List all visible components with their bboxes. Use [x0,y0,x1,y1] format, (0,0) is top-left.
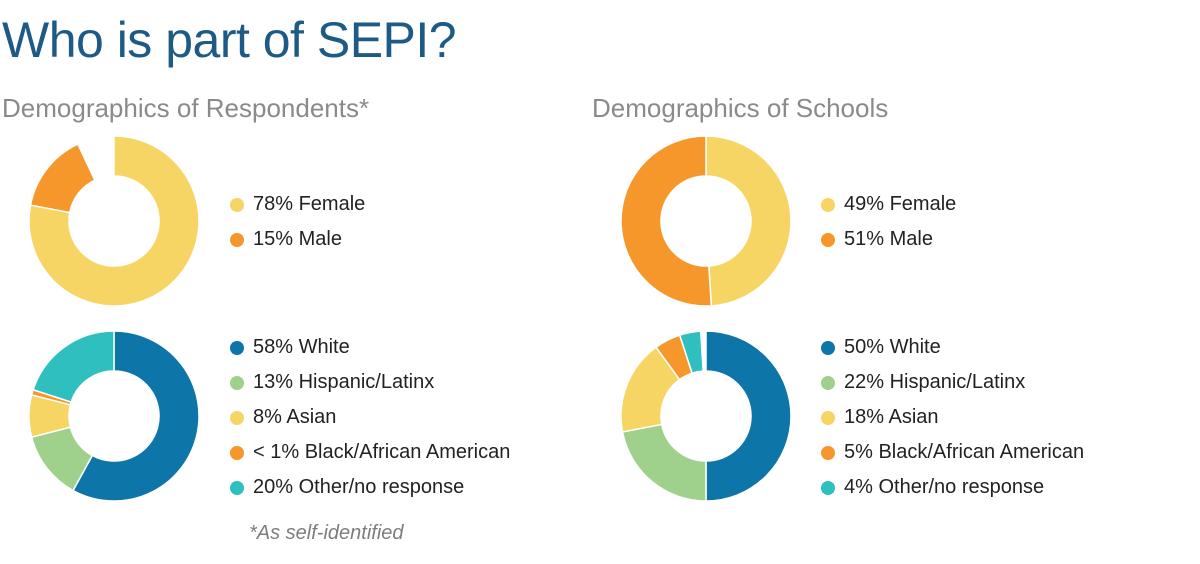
legend-label: 58% White [253,336,350,358]
legend-swatch [821,410,835,425]
legend-swatch [230,410,244,425]
respondents-gender-legend: 78% Female 15% Male [230,187,365,257]
slice-20-other-no-response [32,330,115,404]
legend-label: 13% Hispanic/Latinx [253,371,435,393]
legend-swatch [230,197,244,212]
legend-item-22-hispanic-latinx: 22% Hispanic/Latinx [821,365,1084,400]
legend-item-1-black-african-american: < 1% Black/African American [230,435,510,470]
legend-item-5-black-african-american: 5% Black/African American [821,435,1084,470]
legend-swatch [821,232,835,247]
legend-item-18-asian: 18% Asian [821,400,1084,435]
legend-item-58-white: 58% White [230,330,510,365]
legend-swatch [821,340,835,355]
slice-15-male [29,143,96,214]
respondents-race-donut [28,330,200,502]
slice-50-white [705,330,792,502]
legend-label: 18% Asian [844,406,939,428]
legend-label: 8% Asian [253,406,337,428]
legend-item-8-asian: 8% Asian [230,400,510,435]
legend-label: 78% Female [253,193,366,215]
legend-item-51-male: 51% Male [821,222,956,257]
legend-label: 5% Black/African American [844,441,1085,463]
legend-label: 49% Female [844,193,957,215]
schools-race-legend: 50% White 22% Hispanic/Latinx 18% Asian 5% … [821,330,1084,505]
schools-gender-legend: 49% Female 51% Male [821,187,956,257]
legend-label: 22% Hispanic/Latinx [844,371,1026,393]
slice-22-hispanic-latinx [621,423,707,502]
slice-58-white [72,330,200,502]
legend-item-50-white: 50% White [821,330,1084,365]
legend-label: 4% Other/no response [844,476,1045,498]
legend-swatch [230,232,244,247]
legend-label: 51% Male [844,228,933,250]
legend-swatch [821,445,835,460]
respondents-gender-donut [28,135,200,307]
slice-78-female [28,135,200,307]
legend-item-13-hispanic-latinx: 13% Hispanic/Latinx [230,365,510,400]
slice-4-other-no-response [678,330,704,375]
legend-swatch [230,375,244,390]
legend-label: < 1% Black/African American [253,441,511,463]
legend-item-49-female: 49% Female [821,187,956,222]
legend-swatch [230,480,244,495]
respondents-heading: Demographics of Respondents* [2,93,370,123]
legend-item-78-female: 78% Female [230,187,365,222]
footnote: *As self-identified [249,522,404,544]
slice-51-male [620,135,713,307]
legend-label: 50% White [844,336,941,358]
legend-item-20-other-no-response: 20% Other/no response [230,470,510,505]
schools-race-donut [620,330,792,502]
legend-swatch [821,197,835,212]
schools-gender-donut [620,135,792,307]
schools-heading: Demographics of Schools [592,93,889,123]
legend-label: 20% Other/no response [253,476,465,498]
slice-49-female [705,135,792,307]
legend-item-4-other-no-response: 4% Other/no response [821,470,1084,505]
respondents-race-legend: 58% White 13% Hispanic/Latinx 8% Asian < 1%… [230,330,510,505]
legend-swatch [230,445,244,460]
page-title: Who is part of SEPI? [2,12,457,68]
legend-label: 15% Male [253,228,342,250]
legend-swatch [230,340,244,355]
legend-swatch [821,480,835,495]
legend-swatch [821,375,835,390]
legend-item-15-male: 15% Male [230,222,365,257]
